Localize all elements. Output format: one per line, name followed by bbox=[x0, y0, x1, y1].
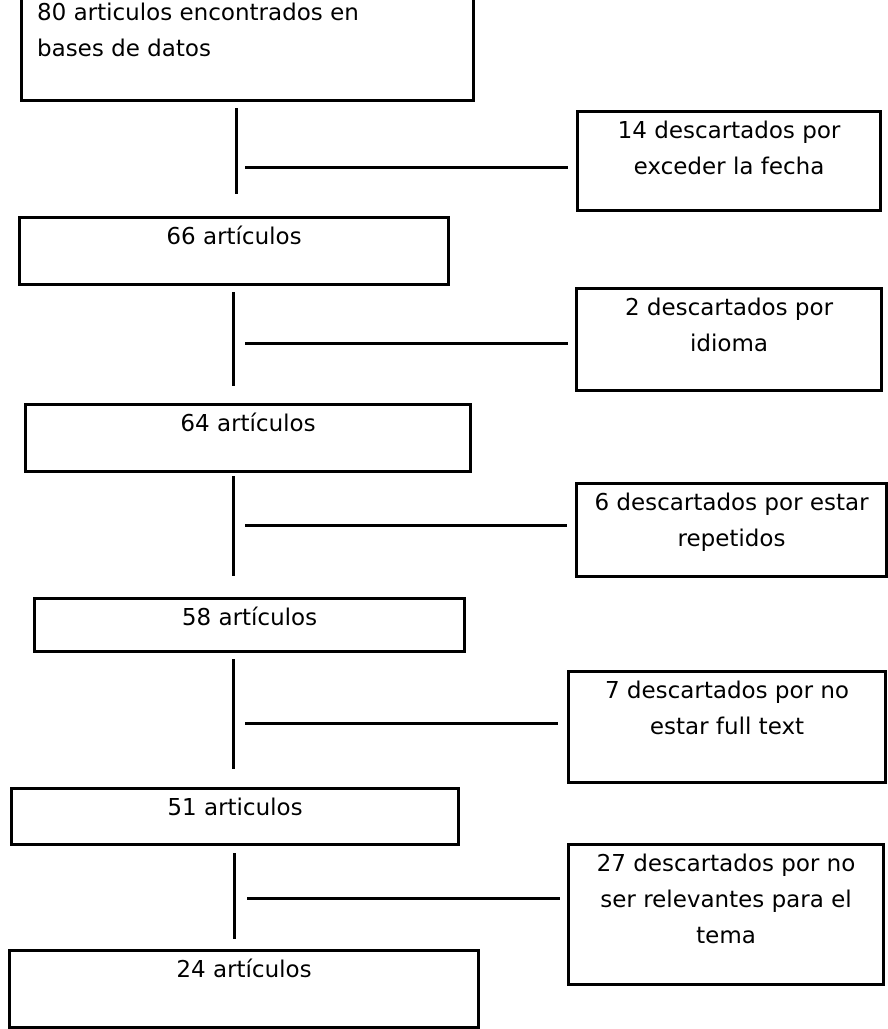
main-box-4: 58 artículos bbox=[33, 597, 466, 653]
vertical-connector-3 bbox=[232, 476, 235, 576]
vertical-connector-4 bbox=[232, 659, 235, 769]
horizontal-connector-5 bbox=[247, 897, 560, 900]
main-box-5: 51 articulos bbox=[10, 787, 460, 846]
exclusion-box-3: 6 descartados por estar repetidos bbox=[575, 482, 888, 578]
main-box-6: 24 artículos bbox=[8, 949, 480, 1029]
horizontal-connector-2 bbox=[245, 342, 568, 345]
main-box-1: 80 articulos encontrados en bases de dat… bbox=[20, 0, 475, 102]
horizontal-connector-3 bbox=[245, 524, 567, 527]
exclusion-box-2: 2 descartados por idioma bbox=[575, 287, 883, 392]
vertical-connector-5 bbox=[233, 853, 236, 939]
horizontal-connector-1 bbox=[245, 166, 568, 169]
main-box-3: 64 artículos bbox=[24, 403, 472, 473]
exclusion-box-1: 14 descartados por exceder la fecha bbox=[576, 110, 882, 212]
vertical-connector-1 bbox=[235, 108, 238, 194]
vertical-connector-2 bbox=[232, 292, 235, 386]
exclusion-box-4: 7 descartados por no estar full text bbox=[567, 670, 887, 784]
exclusion-box-5: 27 descartados por no ser relevantes par… bbox=[567, 843, 885, 986]
main-box-2: 66 artículos bbox=[18, 216, 450, 286]
horizontal-connector-4 bbox=[245, 722, 558, 725]
